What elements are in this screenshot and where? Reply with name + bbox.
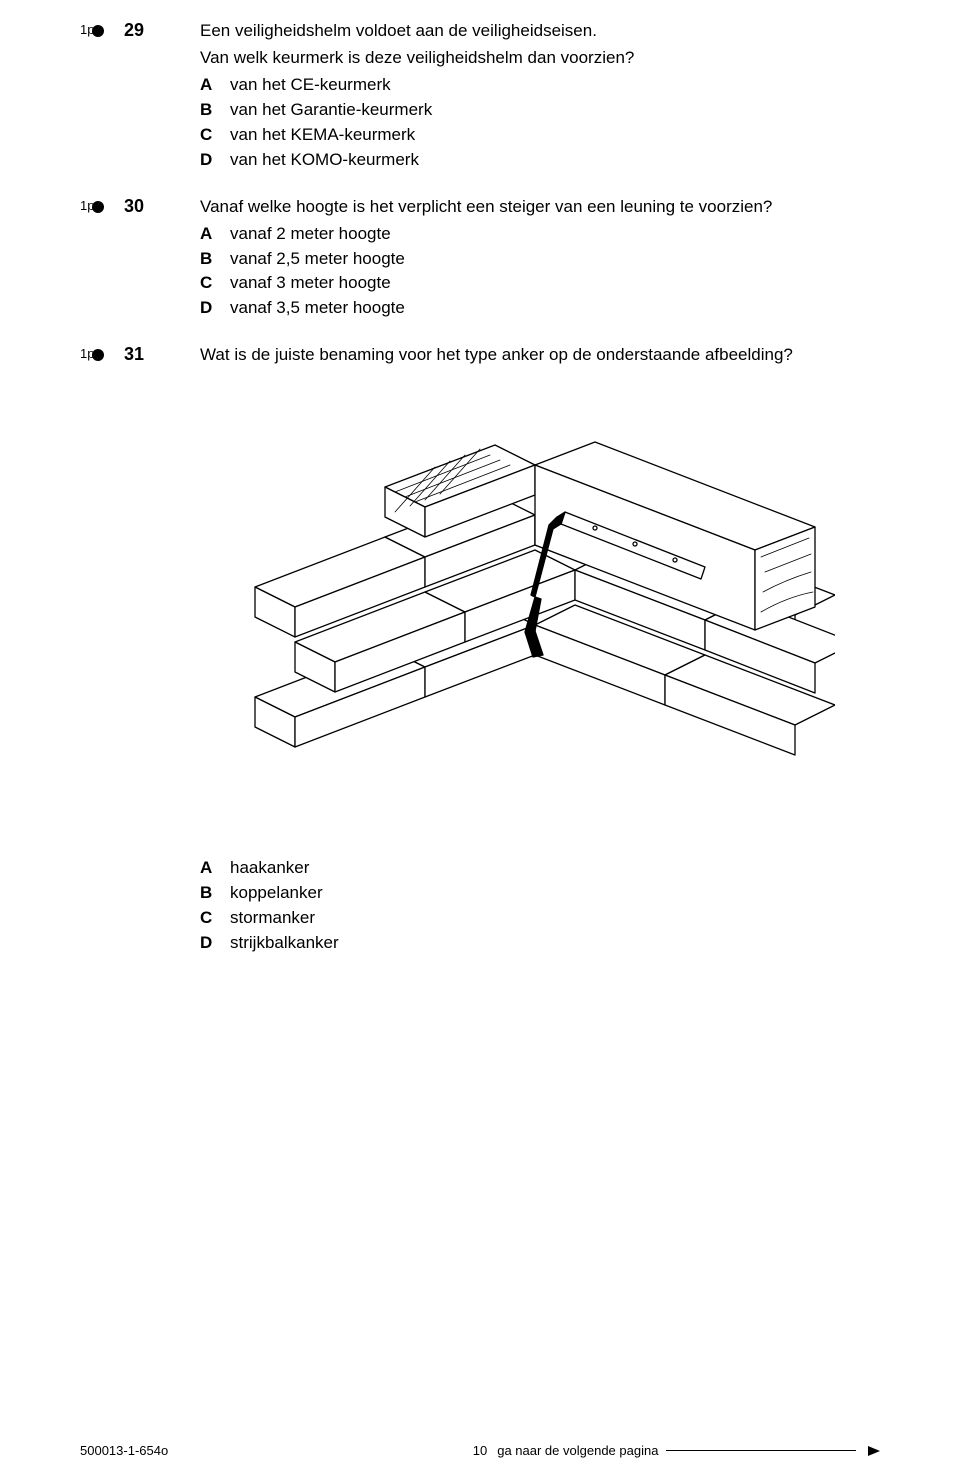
option-text: koppelanker — [230, 882, 323, 905]
option-letter: B — [200, 882, 230, 905]
footer-page-number: 10 — [463, 1443, 497, 1458]
option-text: van het Garantie-keurmerk — [230, 99, 432, 122]
stem-line: Vanaf welke hoogte is het verplicht een … — [200, 196, 870, 219]
option-text: van het KOMO-keurmerk — [230, 149, 419, 172]
option: A van het CE-keurmerk — [200, 74, 870, 97]
question-body: Een veiligheidshelm voldoet aan de veili… — [200, 20, 870, 174]
figure-wrap — [200, 397, 870, 817]
option-letter: D — [200, 297, 230, 320]
footer-next-text: ga naar de volgende pagina — [497, 1443, 658, 1458]
page-footer: 500013-1-654o 10 ga naar de volgende pag… — [80, 1443, 880, 1458]
options: A van het CE-keurmerk B van het Garantie… — [200, 74, 870, 172]
question-30: 1p 30 Vanaf welke hoogte is het verplich… — [80, 196, 870, 323]
option: D van het KOMO-keurmerk — [200, 149, 870, 172]
bullet-icon — [92, 201, 104, 213]
question-number: 29 — [108, 20, 164, 41]
question-number: 30 — [108, 196, 164, 217]
question-number-text: 29 — [124, 20, 144, 40]
options: A vanaf 2 meter hoogte B vanaf 2,5 meter… — [200, 223, 870, 321]
option-text: stormanker — [230, 907, 315, 930]
option-text: haakanker — [230, 857, 309, 880]
option: D vanaf 3,5 meter hoogte — [200, 297, 870, 320]
option-letter: B — [200, 99, 230, 122]
question-body: Vanaf welke hoogte is het verplicht een … — [200, 196, 870, 323]
question-number-text: 30 — [124, 196, 144, 216]
option-letter: A — [200, 223, 230, 246]
option-letter: D — [200, 149, 230, 172]
option: A vanaf 2 meter hoogte — [200, 223, 870, 246]
option: B koppelanker — [200, 882, 870, 905]
option: C stormanker — [200, 907, 870, 930]
anchor-diagram — [235, 397, 835, 817]
option: B vanaf 2,5 meter hoogte — [200, 248, 870, 271]
option-text: vanaf 3,5 meter hoogte — [230, 297, 405, 320]
stem-line: Van welk keurmerk is deze veiligheidshel… — [200, 47, 870, 70]
stem-line: Een veiligheidshelm voldoet aan de veili… — [200, 20, 870, 43]
option-letter: A — [200, 857, 230, 880]
option: C van het KEMA-keurmerk — [200, 124, 870, 147]
question-meta: 1p 31 — [80, 344, 200, 957]
bullet-icon — [92, 25, 104, 37]
option-letter: C — [200, 124, 230, 147]
question-body: Wat is de juiste benaming voor het type … — [200, 344, 870, 957]
option-text: vanaf 2,5 meter hoogte — [230, 248, 405, 271]
question-29: 1p 29 Een veiligheidshelm voldoet aan de… — [80, 20, 870, 174]
question-meta: 1p 30 — [80, 196, 200, 323]
option-text: vanaf 2 meter hoogte — [230, 223, 391, 246]
options: A haakanker B koppelanker C stormanker D… — [200, 857, 870, 955]
question-31: 1p 31 Wat is de juiste benaming voor het… — [80, 344, 870, 957]
option-text: van het KEMA-keurmerk — [230, 124, 415, 147]
question-number: 31 — [108, 344, 164, 365]
option: C vanaf 3 meter hoogte — [200, 272, 870, 295]
footer-line — [666, 1450, 856, 1451]
option-letter: B — [200, 248, 230, 271]
option-letter: C — [200, 907, 230, 930]
option: B van het Garantie-keurmerk — [200, 99, 870, 122]
stem-line: Wat is de juiste benaming voor het type … — [200, 344, 870, 367]
option-letter: A — [200, 74, 230, 97]
arrow-right-icon — [868, 1446, 880, 1456]
page: 1p 29 Een veiligheidshelm voldoet aan de… — [0, 0, 960, 1480]
option-text: van het CE-keurmerk — [230, 74, 391, 97]
footer-right: ga naar de volgende pagina — [497, 1443, 880, 1458]
option: A haakanker — [200, 857, 870, 880]
footer-doc-id: 500013-1-654o — [80, 1443, 463, 1458]
option-text: strijkbalkanker — [230, 932, 339, 955]
question-number-text: 31 — [124, 344, 144, 364]
option-text: vanaf 3 meter hoogte — [230, 272, 391, 295]
option: D strijkbalkanker — [200, 932, 870, 955]
option-letter: D — [200, 932, 230, 955]
question-meta: 1p 29 — [80, 20, 200, 174]
option-letter: C — [200, 272, 230, 295]
